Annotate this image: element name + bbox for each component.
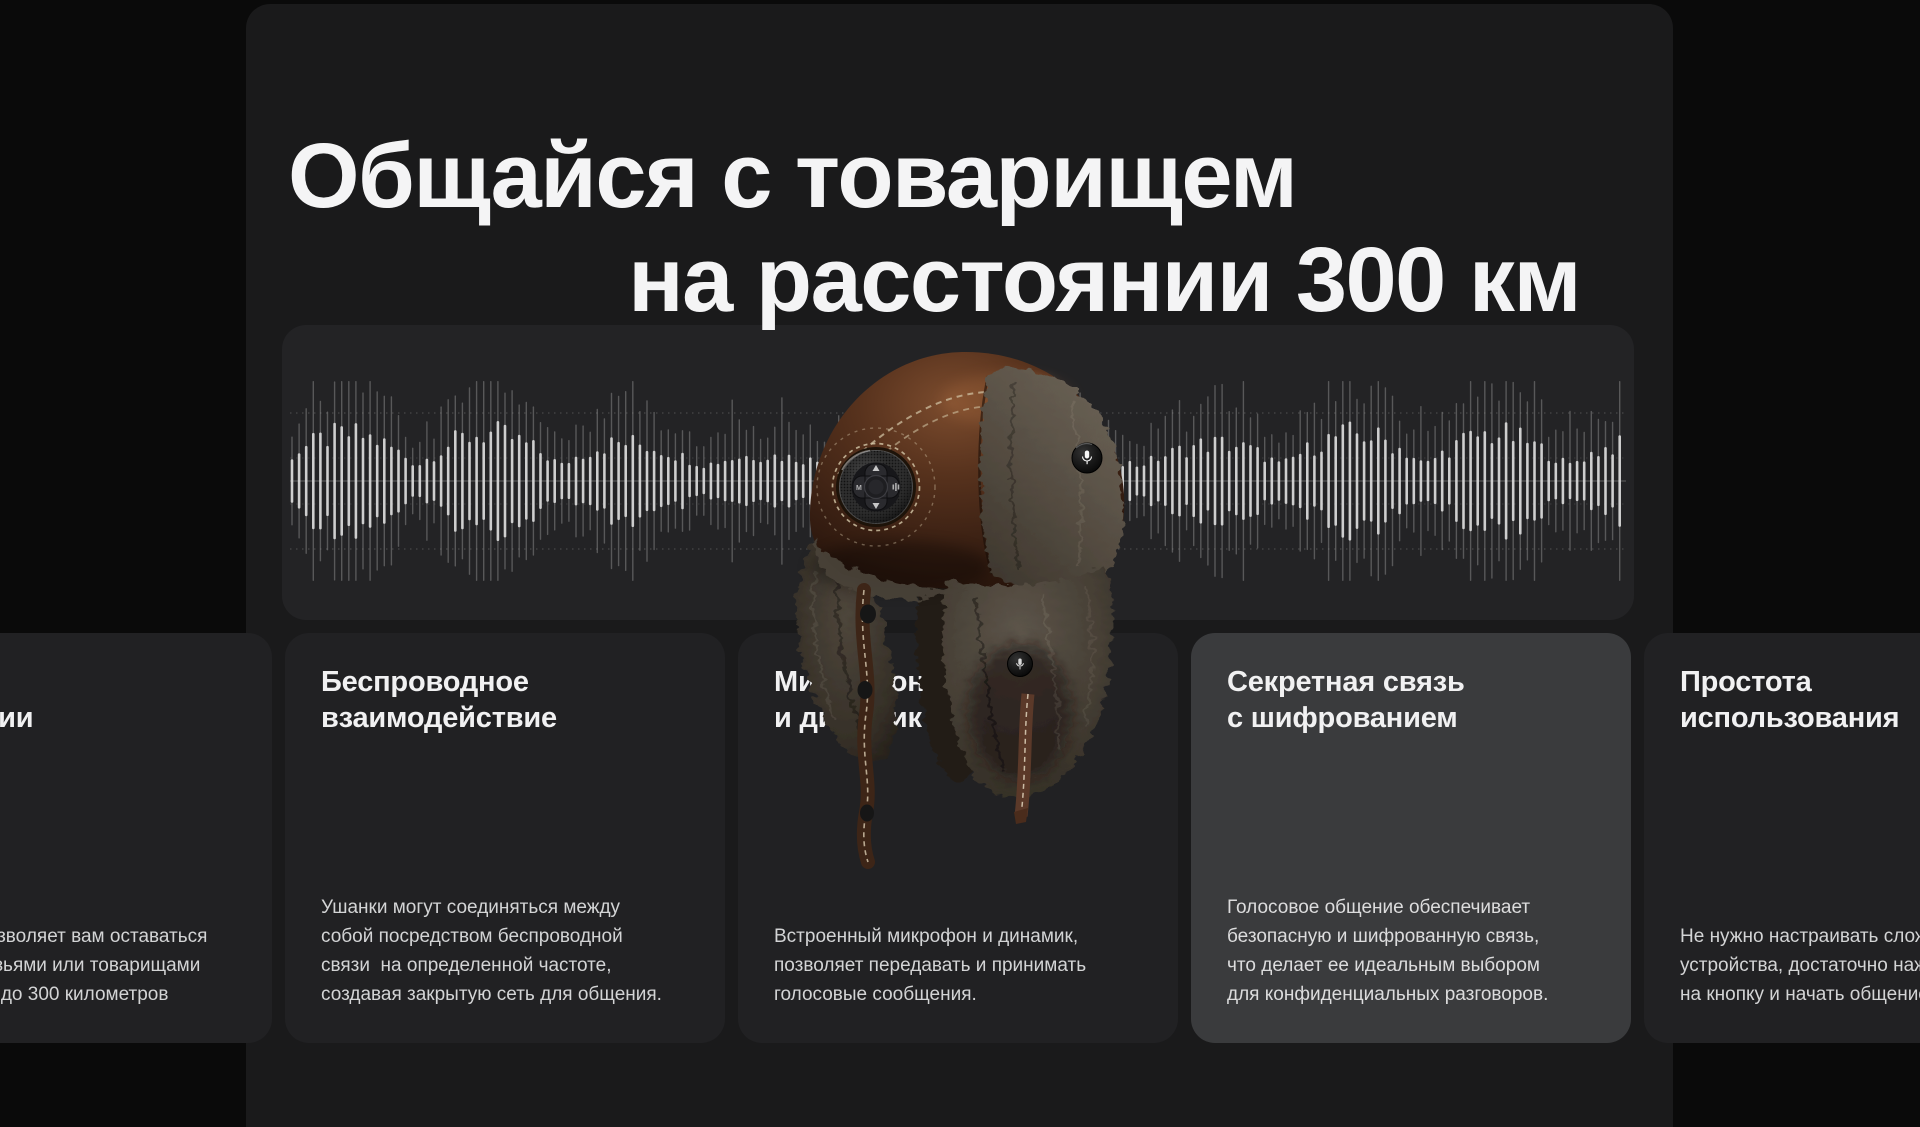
outer-stitch-ring <box>816 427 936 547</box>
hat-right-ear-flap <box>942 564 1113 799</box>
feature-card-body: Не нужно настраивать сложныеустройства, … <box>1680 926 1920 1005</box>
inner-stitch-ring <box>831 442 921 532</box>
hat-fur-brim <box>814 538 970 600</box>
mic-icon <box>1016 658 1024 670</box>
feature-card-encryption[interactable]: Секретная связь с шифрованием Голосовое о… <box>1191 633 1631 1043</box>
arrow-down-icon <box>872 503 880 509</box>
feature-card-wireless[interactable]: Беспроводное взаимодействие Ушанки могут … <box>285 633 725 1043</box>
page-title: Общайся с товарищем на расстоянии 300 км <box>288 124 1582 332</box>
strap-clip <box>860 804 874 822</box>
left-chin-strap <box>855 583 876 869</box>
feature-card-body: Голосовое общение обеспечивает безопасную… <box>1227 897 1549 1005</box>
feature-card-title: Простота использования <box>1680 666 1900 734</box>
mic-icon <box>1081 450 1093 465</box>
feature-card-title: Беспроводное взаимодействие <box>321 666 557 734</box>
strap-stitch-line <box>1020 693 1029 817</box>
speaker-button-icon <box>892 483 900 491</box>
strap-stitch-line <box>861 589 869 863</box>
right-chin-strap <box>1014 693 1035 824</box>
hat-front-fur-panel <box>980 368 1124 594</box>
feature-card-title: Секретная связь с шифрованием <box>1227 666 1465 734</box>
page-title-line-2: на расстоянии 300 км <box>628 228 1581 331</box>
mic-button-top <box>1071 442 1103 474</box>
feature-card-body: Радиосвязь позволяет вам оставатьсяна св… <box>0 926 208 1005</box>
m-button-label: M <box>856 485 862 492</box>
ushanka-hat-image: M <box>795 351 1125 869</box>
mic-button-lower <box>1007 651 1033 677</box>
feature-card-body: Ушанки могут соединяться между собой поср… <box>321 897 662 1005</box>
strap-clip <box>857 681 873 699</box>
speaker-module: M <box>816 427 936 547</box>
feature-card-body: Встроенный микрофон и динамик, позволяет … <box>774 926 1087 1005</box>
feature-card-ease[interactable]: Простота использования Не нужно настраива… <box>1644 633 1920 1043</box>
arrow-up-icon <box>872 465 880 471</box>
dpad-control: M <box>851 462 901 512</box>
strap-clip <box>860 604 876 624</box>
page-title-line-1: Общайся с товарищем <box>288 124 1298 227</box>
